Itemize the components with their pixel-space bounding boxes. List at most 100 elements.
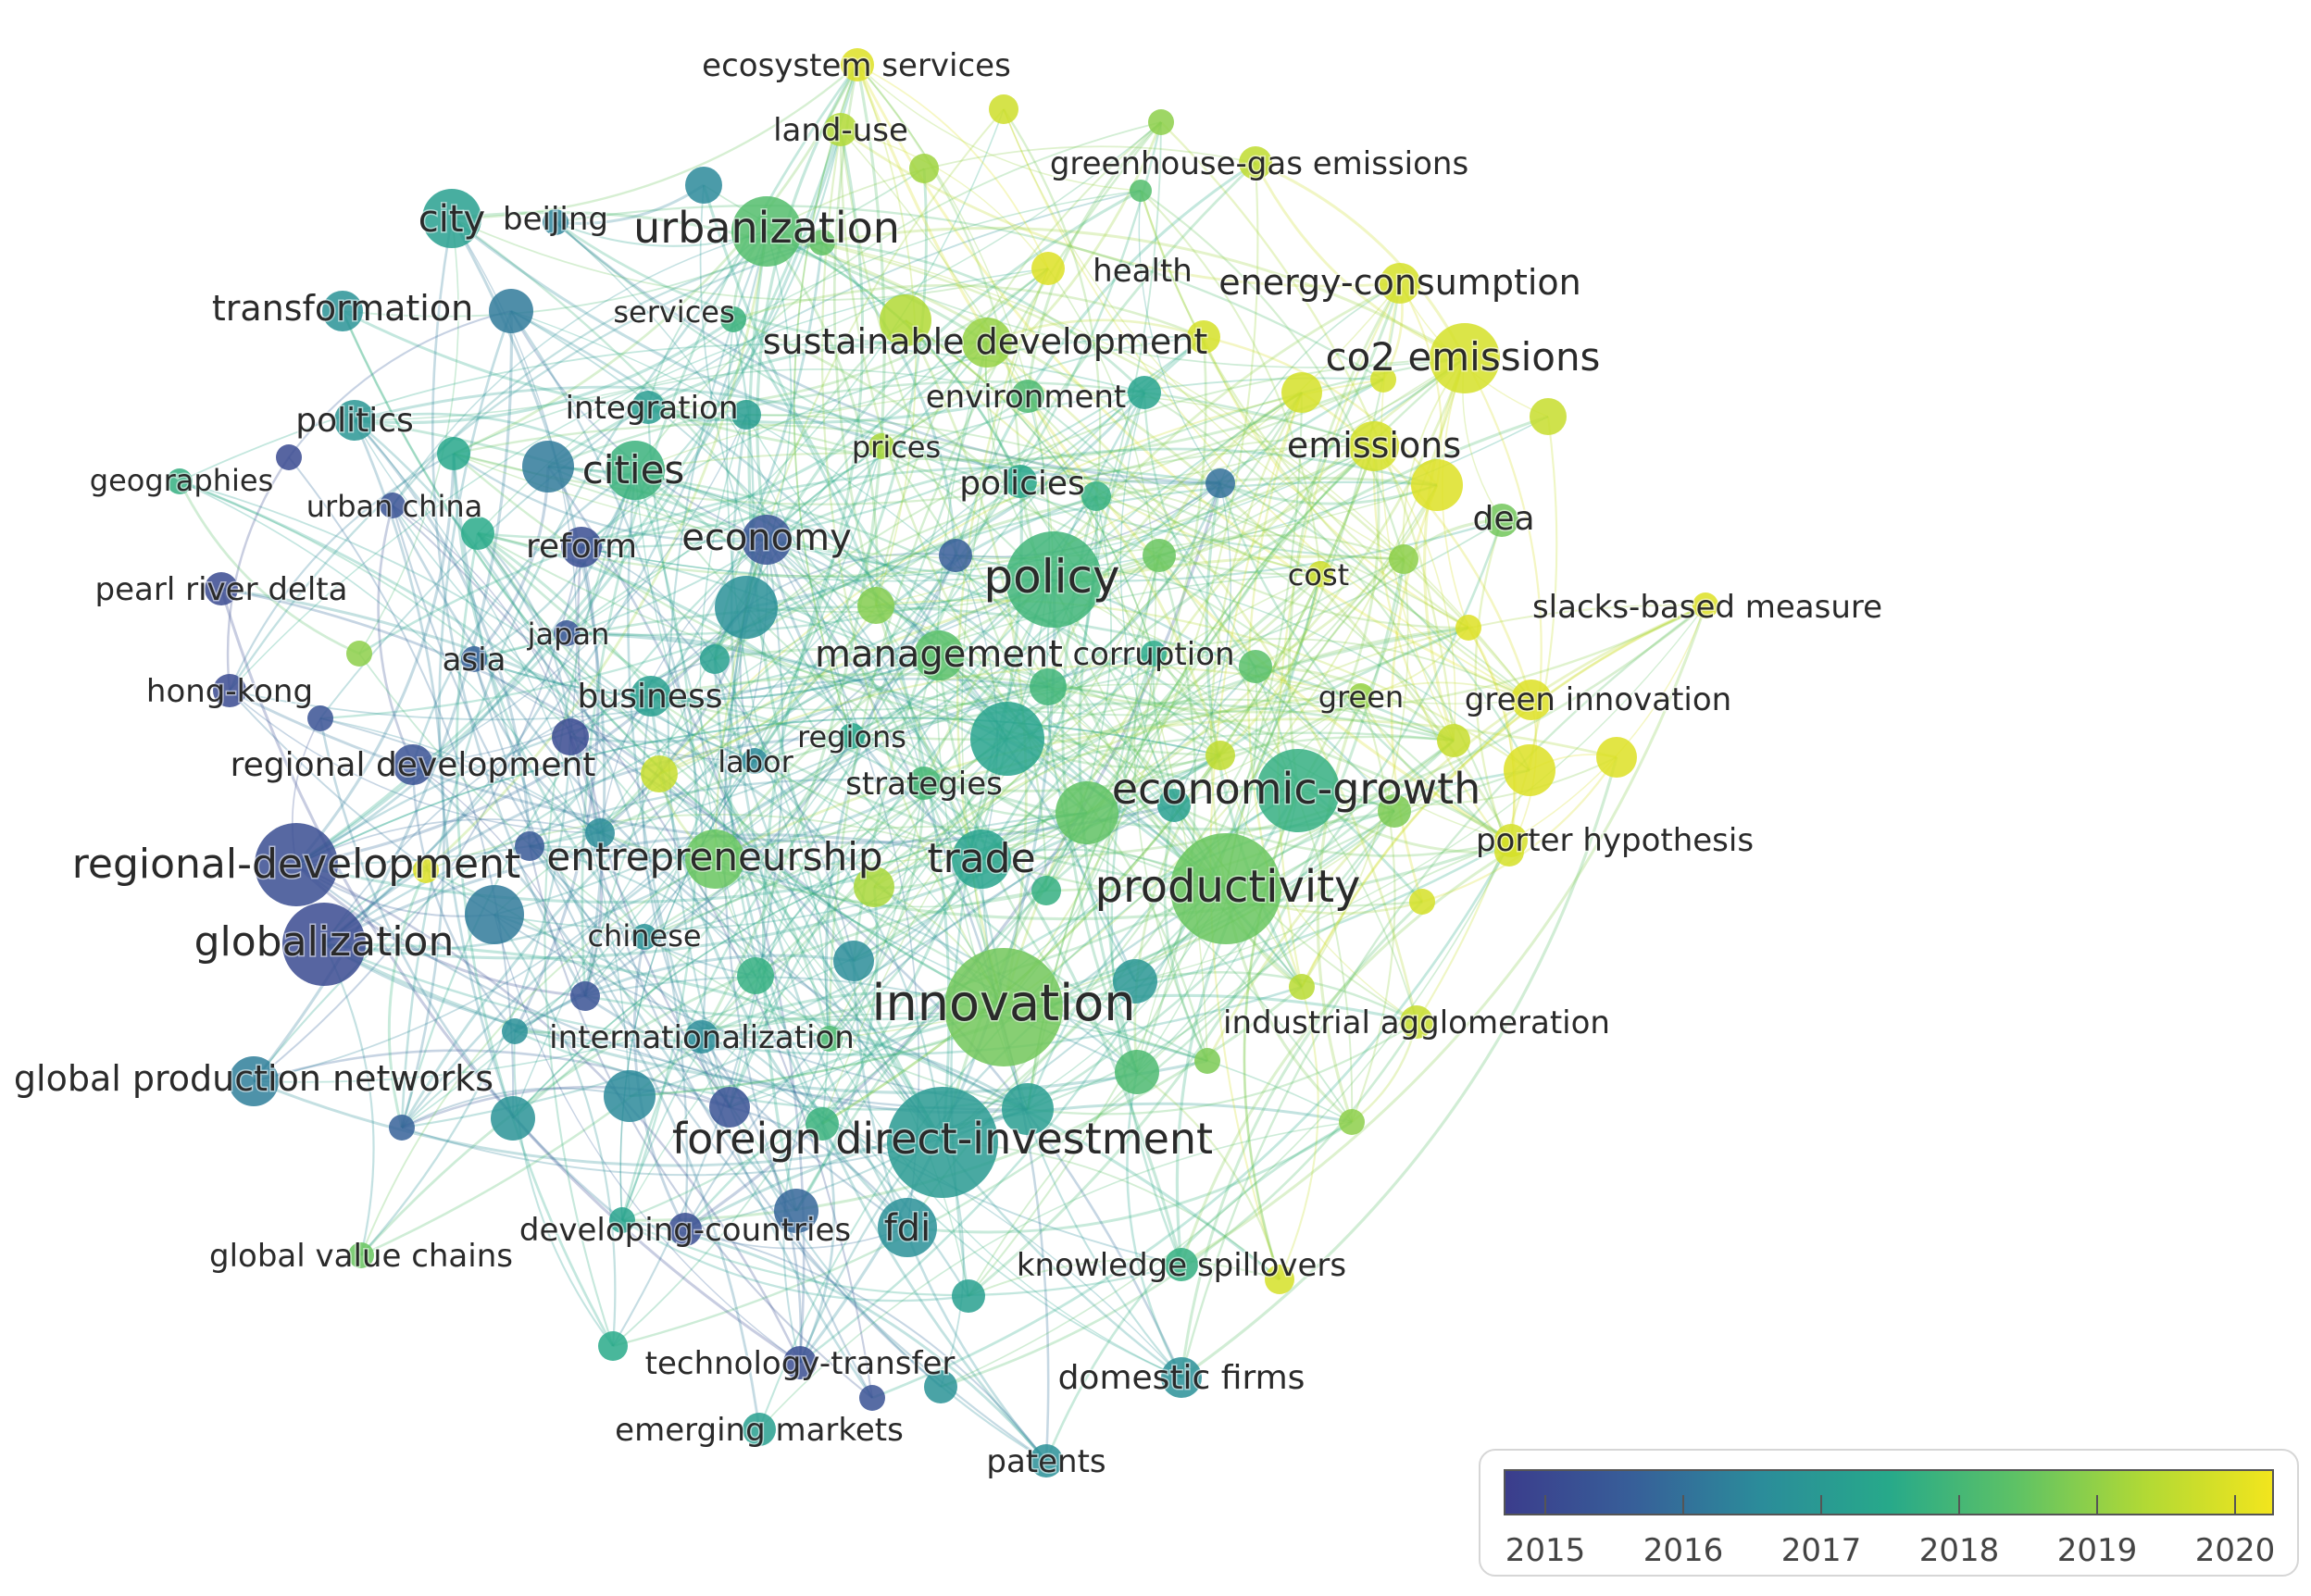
node-politics[interactable] (334, 400, 375, 441)
label-innovation[interactable]: innovation (870, 973, 1137, 1034)
label-economic-growth[interactable]: economic-growth (1110, 763, 1482, 816)
node-global-production-networks[interactable] (229, 1056, 279, 1106)
node-industrial-agglomeration[interactable] (1400, 1005, 1433, 1039)
label-labor[interactable]: labor (717, 743, 795, 781)
node-innovation[interactable] (944, 948, 1063, 1066)
label-business[interactable]: business (576, 677, 724, 717)
node-emissions[interactable] (1349, 421, 1399, 471)
label-fdi[interactable]: fdi (882, 1206, 932, 1252)
label-industrial-agglomeration[interactable]: industrial agglomeration (1222, 1004, 1612, 1043)
node-health[interactable] (1031, 252, 1065, 285)
node-chinese[interactable] (631, 924, 657, 950)
label-internationalization[interactable]: internationalization (548, 1018, 856, 1058)
node-geographies[interactable] (167, 468, 193, 494)
label-knowledge-spillovers[interactable]: knowledge spillovers (1015, 1246, 1347, 1286)
label-trade[interactable]: trade (926, 834, 1037, 884)
node-strategies[interactable] (907, 767, 941, 800)
node-services[interactable] (720, 306, 746, 332)
node-economy[interactable] (742, 515, 792, 565)
label-prices[interactable]: prices (850, 429, 942, 467)
node-management[interactable] (914, 630, 964, 680)
node-urban-china[interactable] (380, 493, 406, 518)
label-hong-kong[interactable]: hong-kong (144, 672, 314, 712)
node-globalization[interactable] (282, 903, 366, 986)
label-entrepreneurship[interactable]: entrepreneurship (545, 833, 884, 881)
node-transformation[interactable] (322, 291, 363, 331)
label-emissions[interactable]: emissions (1285, 424, 1462, 468)
node-policies[interactable] (1004, 465, 1037, 498)
node-business[interactable] (631, 676, 671, 717)
label-environment[interactable]: environment (924, 378, 1128, 418)
label-sustainable-development[interactable]: sustainable development (761, 320, 1209, 364)
node-japan[interactable] (554, 620, 580, 646)
node-prices[interactable] (868, 433, 894, 459)
node-developing-countries[interactable] (668, 1213, 702, 1246)
node-green[interactable] (1348, 683, 1374, 709)
label-energy-consumption[interactable]: energy-consumption (1218, 261, 1583, 305)
label-green[interactable]: green (1317, 679, 1405, 717)
node-pearl-river-delta[interactable] (205, 572, 238, 605)
label-economy[interactable]: economy (681, 516, 854, 561)
label-patents[interactable]: patents (985, 1442, 1107, 1482)
node-global-value-chains[interactable] (348, 1242, 374, 1268)
node-regional-development[interactable] (255, 823, 338, 906)
node-greenhouse-gas-emissions[interactable] (1239, 146, 1272, 180)
node-policy[interactable] (1006, 531, 1102, 628)
node-labor[interactable] (742, 748, 768, 774)
label-slacks-based-measure[interactable]: slacks-based measure (1530, 588, 1883, 628)
node-knowledge-spillovers[interactable] (1165, 1248, 1198, 1281)
node-integration[interactable] (631, 391, 665, 424)
label-beijing[interactable]: beijing (502, 200, 610, 240)
label-ecosystem-services[interactable]: ecosystem services (701, 46, 1013, 86)
label-emerging-markets[interactable]: emerging markets (614, 1411, 906, 1451)
node-dea[interactable] (1485, 504, 1518, 537)
node-cities[interactable] (606, 441, 665, 500)
node-patents[interactable] (1030, 1444, 1063, 1478)
label-cost[interactable]: cost (1286, 556, 1350, 594)
label-management[interactable]: management (814, 632, 1065, 678)
label-globalization[interactable]: globalization (193, 917, 456, 967)
label-greenhouse-gas-emissions[interactable]: greenhouse-gas emissions (1048, 144, 1469, 184)
label-foreign-direct-investment[interactable]: foreign direct-investment (670, 1113, 1214, 1166)
node-ecosystem-services[interactable] (841, 48, 874, 81)
label-health[interactable]: health (1092, 252, 1194, 292)
label-asia[interactable]: asia (441, 641, 507, 680)
node-urbanization[interactable] (731, 196, 802, 267)
label-reform[interactable]: reform (524, 527, 638, 567)
label-cities[interactable]: cities (581, 446, 686, 494)
node-reform[interactable] (561, 527, 602, 567)
label-urbanization[interactable]: urbanization (632, 202, 902, 255)
label-integration[interactable]: integration (564, 389, 740, 429)
label-corruption[interactable]: corruption (1071, 635, 1236, 675)
label-regional-development[interactable]: regional-development (70, 840, 521, 890)
label-city[interactable]: city (417, 197, 486, 243)
node-regional-development-spaced[interactable] (393, 744, 433, 785)
label-chinese[interactable]: chinese (586, 917, 703, 955)
label-technology-transfer[interactable]: technology-transfer (643, 1344, 956, 1384)
node-foreign-direct-investment[interactable] (887, 1087, 998, 1198)
label-global-production-networks[interactable]: global production networks (12, 1057, 494, 1101)
label-green-innovation[interactable]: green innovation (1463, 680, 1732, 720)
label-japan[interactable]: japan (525, 616, 611, 654)
label-land-use[interactable]: land-use (772, 111, 910, 151)
node-emerging-markets[interactable] (743, 1413, 776, 1446)
node-porter-hypothesis[interactable] (1494, 824, 1528, 857)
label-politics[interactable]: politics (294, 401, 416, 442)
node-asia[interactable] (461, 646, 487, 672)
label-developing-countries[interactable]: developing-countries (518, 1211, 852, 1251)
label-policy[interactable]: policy (982, 549, 1121, 605)
node-corruption[interactable] (1141, 641, 1167, 667)
label-regional-development-spaced[interactable]: regional development (229, 745, 597, 786)
node-city[interactable] (422, 189, 481, 248)
node-domestic-firms[interactable] (1161, 1357, 1202, 1398)
label-global-value-chains[interactable]: global value chains (208, 1237, 515, 1277)
node-economic-growth[interactable] (1256, 749, 1340, 832)
node-productivity[interactable] (1170, 833, 1281, 944)
node-regions[interactable] (839, 723, 865, 749)
node-technology-transfer[interactable] (783, 1346, 817, 1379)
node-co2-emissions[interactable] (1430, 323, 1500, 393)
node-environment[interactable] (1011, 380, 1044, 413)
node-cost[interactable] (1307, 561, 1333, 587)
label-porter-hypothesis[interactable]: porter hypothesis (1474, 821, 1755, 861)
label-policies[interactable]: policies (958, 464, 1087, 505)
